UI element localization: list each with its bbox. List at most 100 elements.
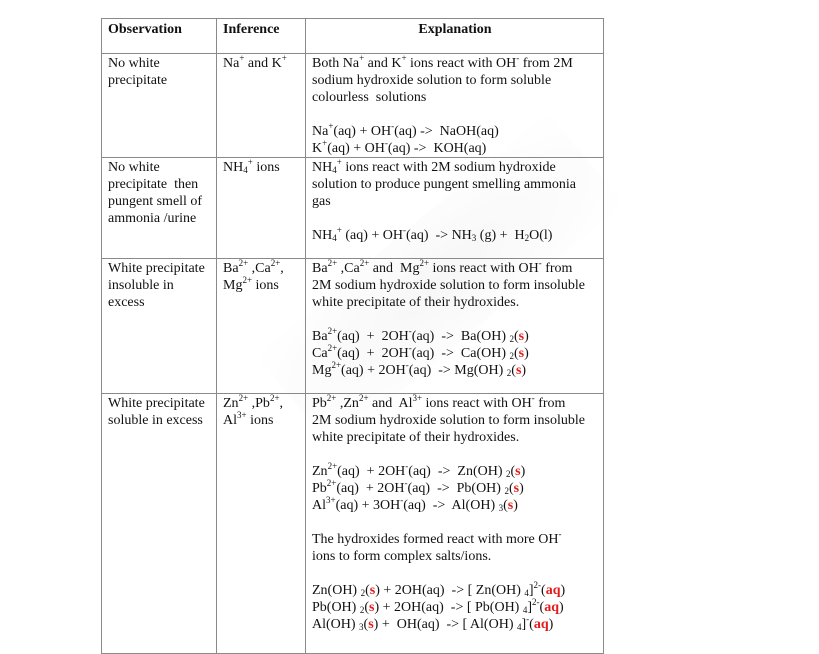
text-line: white precipitate of their hydroxides. bbox=[312, 295, 520, 310]
superscript: + bbox=[322, 138, 328, 148]
observation-cell: White precipitate insoluble in excess bbox=[101, 258, 217, 394]
explanation-cell: NH4+ ions react with 2M sodium hydroxide… bbox=[305, 157, 604, 259]
superscript: - bbox=[404, 478, 408, 488]
text-line: NH4+ ions bbox=[223, 157, 280, 176]
text-line: White precipitate bbox=[108, 261, 205, 276]
subscript: 2 bbox=[360, 588, 366, 598]
text-line: 2M sodium hydroxide solution to form ins… bbox=[312, 278, 585, 293]
superscript: - bbox=[405, 360, 409, 370]
text-line: Al(OH) 3(s) + OH(aq) -> [ Al(OH) 4]-(aq) bbox=[312, 614, 554, 633]
text-line: ammonia /urine bbox=[108, 211, 197, 226]
subscript: 4 bbox=[522, 605, 528, 615]
state-symbol: s bbox=[369, 583, 376, 598]
superscript: 2+ bbox=[326, 478, 337, 488]
text-line: ions to form complex salts/ions. bbox=[312, 549, 492, 564]
superscript: 2+ bbox=[327, 343, 338, 353]
superscript: - bbox=[391, 121, 395, 131]
explanation-cell: Pb2+ ,Zn2+ and Al3+ ions react with OH- … bbox=[305, 393, 604, 654]
text-line bbox=[312, 565, 598, 582]
text-line: Zn2+(aq) + 2OH-(aq) -> Zn(OH) 2(s) bbox=[312, 461, 526, 480]
text-line: sodium hydroxide solution to form solubl… bbox=[312, 73, 552, 88]
inference-cell: Ba2+ ,Ca2+, Mg2+ ions bbox=[216, 258, 306, 394]
superscript: + bbox=[281, 53, 287, 63]
state-symbol: s bbox=[518, 329, 525, 344]
superscript: 2+ bbox=[238, 393, 249, 403]
superscript: + bbox=[247, 157, 253, 167]
superscript: + bbox=[336, 225, 342, 235]
explanation-cell: Ba2+ ,Ca2+ and Mg2+ ions react with OH- … bbox=[305, 258, 604, 394]
superscript: + bbox=[336, 157, 342, 167]
text-line: Al3+ ions bbox=[223, 410, 274, 429]
subscript: 4 bbox=[243, 165, 248, 175]
header-inference: Inference bbox=[216, 18, 306, 54]
text-line: The hydroxides formed react with more OH… bbox=[312, 529, 562, 548]
header-observation: Observation bbox=[101, 18, 217, 54]
superscript: 2+ bbox=[358, 393, 369, 403]
subscript: 2 bbox=[509, 334, 515, 344]
superscript: 3+ bbox=[237, 410, 247, 420]
text-line: gas bbox=[312, 194, 331, 209]
observation-cell: No white precipitate bbox=[101, 53, 217, 158]
text-line: White precipitate bbox=[108, 396, 205, 411]
text-line: precipitate bbox=[108, 73, 168, 88]
text-line: Mg2+(aq) + 2OH-(aq) -> Mg(OH) 2(s) bbox=[312, 360, 527, 379]
text-line: precipitate then bbox=[108, 177, 199, 192]
superscript: 2- bbox=[532, 597, 540, 607]
text-line: solution to produce pungent smelling amm… bbox=[312, 177, 577, 192]
subscript: 4 bbox=[332, 165, 337, 175]
superscript: 2+ bbox=[327, 258, 338, 268]
text-line: Al3+(aq) + 3OH-(aq) -> Al(OH) 3(s) bbox=[312, 495, 518, 514]
ion-test-table: Observation Inference Explanation No whi… bbox=[101, 18, 604, 654]
text-line: NH4+ (aq) + OH-(aq) -> NH3 (g) + H2O(l) bbox=[312, 225, 553, 244]
superscript: 2+ bbox=[242, 275, 253, 285]
subscript: 2 bbox=[506, 469, 511, 479]
text-line: soluble in excess bbox=[108, 413, 203, 428]
text-line: Mg2+ ions bbox=[223, 275, 279, 294]
text-line: Ca2+(aq) + 2OH-(aq) -> Ca(OH) 2(s) bbox=[312, 343, 529, 362]
subscript: 3 bbox=[471, 233, 477, 243]
superscript: + bbox=[401, 53, 407, 63]
text-line: colourless solutions bbox=[312, 90, 427, 105]
state-symbol: aq bbox=[545, 583, 561, 598]
subscript: 2 bbox=[506, 368, 512, 378]
superscript: 3+ bbox=[412, 393, 423, 403]
superscript: - bbox=[408, 326, 412, 336]
superscript: - bbox=[408, 343, 412, 353]
superscript: + bbox=[239, 53, 245, 63]
superscript: 2+ bbox=[327, 326, 338, 336]
text-line bbox=[312, 514, 598, 531]
subscript: 3 bbox=[359, 622, 364, 632]
text-line: Na+ and K+ bbox=[223, 53, 287, 72]
text-line: white precipitate of their hydroxides. bbox=[312, 430, 520, 445]
superscript: + bbox=[359, 53, 365, 63]
table-row: No white precipitate Na+ and K+ Both Na+ … bbox=[101, 53, 604, 158]
text-line: pungent smell of bbox=[108, 194, 203, 209]
text-line: insoluble in bbox=[108, 278, 174, 293]
state-symbol: aq bbox=[544, 600, 559, 615]
text-line: NH4+ ions react with 2M sodium hydroxide bbox=[312, 157, 556, 176]
text-line: Pb(OH) 2(s) + 2OH(aq) -> [ Pb(OH) 4]2-(a… bbox=[312, 597, 564, 616]
subscript: 4 bbox=[332, 233, 337, 243]
superscript: 2- bbox=[533, 580, 542, 590]
superscript: - bbox=[516, 53, 520, 63]
observation-cell: White precipitate soluble in excess bbox=[101, 393, 217, 654]
superscript: - bbox=[538, 258, 542, 268]
text-line: No white bbox=[108, 56, 160, 71]
text-line: Pb2+(aq) + 2OH-(aq) -> Pb(OH) 2(s) bbox=[312, 478, 524, 497]
text-line: Ba2+ ,Ca2+ and Mg2+ ions react with OH- … bbox=[312, 258, 573, 277]
superscript: 2+ bbox=[326, 393, 337, 403]
superscript: 2+ bbox=[270, 258, 281, 268]
superscript: 2+ bbox=[238, 258, 249, 268]
text-line: Zn2+ ,Pb2+, bbox=[223, 393, 284, 412]
text-line: Ba2+ ,Ca2+, bbox=[223, 258, 284, 277]
text-line: excess bbox=[108, 295, 145, 310]
state-symbol: s bbox=[515, 464, 521, 479]
subscript: 4 bbox=[516, 622, 522, 632]
subscript: 2 bbox=[504, 486, 509, 496]
state-symbol: s bbox=[518, 346, 525, 361]
text-line: Pb2+ ,Zn2+ and Al3+ ions react with OH- … bbox=[312, 393, 566, 412]
text-line bbox=[312, 106, 598, 123]
text-line: Ba2+(aq) + 2OH-(aq) -> Ba(OH) 2(s) bbox=[312, 326, 529, 345]
table-row: White precipitate soluble in excess Zn2+ … bbox=[101, 393, 604, 654]
text-line: Zn(OH) 2(s) + 2OH(aq) -> [ Zn(OH) 4]2-(a… bbox=[312, 580, 566, 599]
